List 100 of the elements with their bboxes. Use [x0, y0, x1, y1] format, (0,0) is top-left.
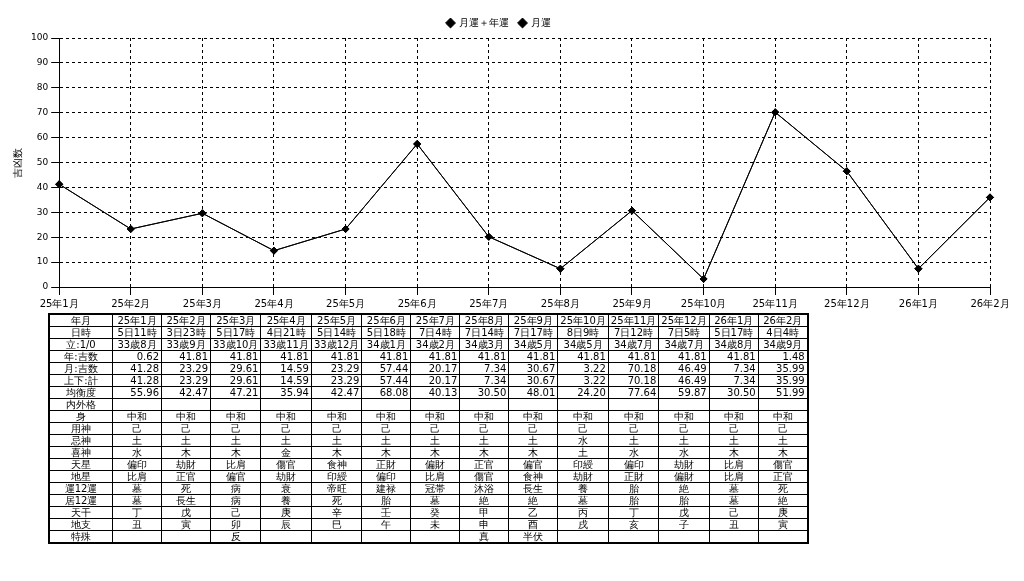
category-label: 地支	[71, 519, 91, 530]
text: 33歳12月	[313, 339, 360, 350]
text: 己	[578, 423, 589, 434]
text: 中和	[225, 411, 246, 422]
category-label: 均衡度	[66, 387, 96, 398]
text: 劫財	[176, 459, 196, 470]
text: 比肩	[723, 471, 744, 482]
text: 57.44	[379, 363, 409, 374]
text: 34歳3月	[464, 339, 504, 350]
text: 3日23時	[166, 327, 206, 338]
text: 木	[430, 447, 441, 458]
category-label: 地星	[71, 471, 91, 482]
text: 正官	[176, 471, 196, 482]
text: 41.81	[179, 351, 208, 362]
text: 木	[777, 447, 788, 458]
category-label: 天星	[71, 459, 91, 470]
category-label: 25年6月	[361, 314, 411, 327]
category-label: 25年10月	[557, 314, 609, 327]
text: 34歳2月	[415, 339, 455, 350]
text: 41.81	[577, 351, 606, 362]
text: 土	[381, 435, 392, 446]
y-tick-label: 50	[36, 156, 49, 167]
text: 卯	[230, 519, 241, 530]
text: 傷官	[772, 459, 793, 470]
text: 41.81	[526, 351, 556, 362]
text: 70.18	[627, 375, 657, 386]
category-label: 用神	[71, 423, 91, 434]
text: 77.64	[627, 387, 657, 398]
text: 中和	[425, 411, 446, 422]
text: 甲	[479, 507, 490, 518]
text: 土	[479, 435, 490, 446]
text: 印綬	[326, 471, 347, 482]
text: 長生	[176, 495, 196, 506]
text: 胎	[381, 495, 392, 506]
text: 30.50	[477, 387, 507, 398]
text: 土	[230, 435, 241, 446]
text: 巳	[331, 519, 342, 530]
text: 戌	[578, 519, 589, 530]
text: 土	[181, 435, 191, 446]
text: 34歳1月	[366, 339, 406, 350]
y-tick-label: 80	[36, 82, 49, 93]
text: 己	[230, 423, 241, 434]
text: 養	[578, 483, 589, 494]
text: 病	[230, 495, 241, 506]
text: 34歳9月	[763, 339, 803, 350]
text: 41.81	[678, 351, 707, 362]
text: 68.08	[379, 387, 409, 398]
text: 7.34	[484, 363, 507, 374]
category-label: 忌神	[71, 435, 91, 446]
text: 病	[230, 483, 241, 494]
text: 正官	[772, 471, 793, 482]
text: 35.99	[776, 363, 805, 374]
x-tick-label: 25年4月	[254, 297, 294, 309]
text: 己	[181, 423, 191, 434]
text: 絶	[479, 495, 490, 506]
text: 己	[331, 423, 342, 434]
category-label: 月:吉数	[64, 363, 98, 374]
text: 中和	[176, 411, 196, 422]
text: 食神	[326, 459, 347, 470]
text: 己	[777, 423, 788, 434]
text: 57.44	[379, 375, 409, 386]
text: 7日12時	[613, 327, 654, 338]
text: 土	[678, 435, 689, 446]
category-label: 25年8月	[459, 314, 509, 327]
legend-label: 月運＋年運	[459, 16, 509, 28]
text: 35.99	[776, 375, 805, 386]
text: 35.94	[280, 387, 309, 398]
text: 42.47	[330, 387, 360, 398]
text: 14.59	[280, 375, 309, 386]
category-label: 26年2月	[758, 314, 808, 327]
text: 24.20	[577, 387, 606, 398]
category-label: 25年7月	[410, 314, 460, 327]
text: 劫財	[276, 471, 297, 482]
text: 中和	[673, 411, 694, 422]
text: 30.67	[526, 363, 556, 374]
text: 水	[628, 447, 639, 458]
text: 1.48	[782, 351, 805, 362]
text: 偏印	[376, 471, 397, 482]
text: 丙	[578, 507, 589, 518]
text: 寅	[777, 519, 788, 530]
text: 20.17	[428, 375, 458, 386]
text: 5日14時	[317, 327, 357, 338]
x-tick-label: 25年8月	[540, 297, 580, 309]
text: 土	[528, 435, 539, 446]
text: 33歳9月	[166, 339, 206, 350]
text: 丑	[132, 519, 142, 530]
text: 4日21時	[266, 327, 306, 338]
text: 41.81	[330, 351, 360, 362]
text: 34歳7月	[613, 339, 654, 350]
category-label: 日時	[71, 327, 91, 338]
text: 壬	[381, 507, 392, 518]
text: 3.22	[583, 363, 606, 374]
text: 己	[230, 507, 241, 518]
text: 養	[281, 495, 292, 506]
text: 29.61	[229, 375, 259, 386]
text: 劫財	[573, 471, 594, 482]
text: 46.49	[678, 363, 707, 374]
text: 41.81	[428, 351, 458, 362]
text: 木	[331, 447, 342, 458]
text: 戊	[678, 507, 689, 518]
